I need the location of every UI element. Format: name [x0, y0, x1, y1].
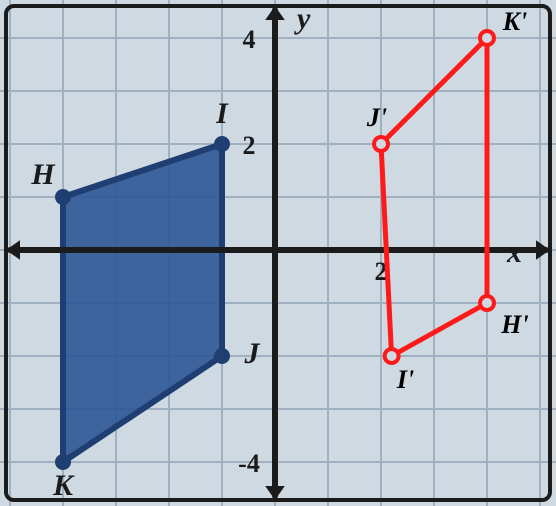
- graph-stage: yx42-42HIJKJ'K'H'I': [0, 0, 556, 506]
- label-K: K: [52, 469, 75, 502]
- vertex-H: [55, 189, 71, 205]
- coordinate-plane: yx42-42HIJKJ'K'H'I': [0, 0, 556, 506]
- vertex-K: [55, 454, 71, 470]
- label-H: H: [30, 158, 56, 191]
- axis-label-y: y: [294, 2, 311, 35]
- tick-y-4: 4: [243, 25, 256, 54]
- axis-label-x: x: [506, 236, 522, 269]
- vertex-Kp: [480, 31, 494, 45]
- label-I: I: [215, 97, 229, 130]
- tick-y-2: 2: [243, 131, 256, 160]
- vertex-Hp: [480, 296, 494, 310]
- vertex-Jp: [374, 137, 388, 151]
- label-J: J: [244, 337, 261, 370]
- vertex-I: [214, 136, 230, 152]
- label-Hp: H': [500, 310, 528, 339]
- tick-y--4: -4: [238, 449, 260, 478]
- vertex-Ip: [385, 349, 399, 363]
- label-Ip: I': [396, 365, 414, 394]
- label-Jp: J': [366, 103, 387, 132]
- label-Kp: K': [502, 7, 528, 36]
- vertex-J: [214, 348, 230, 364]
